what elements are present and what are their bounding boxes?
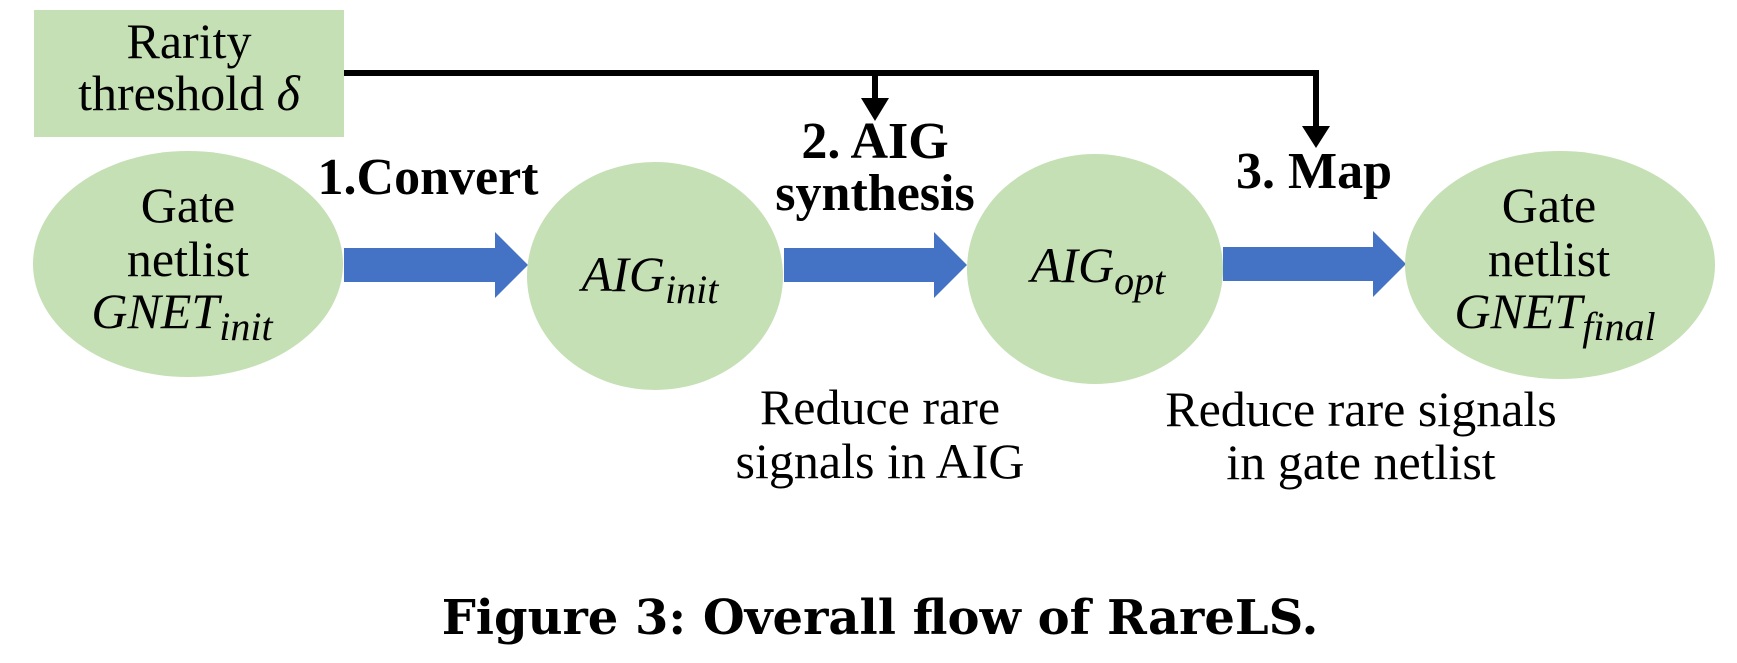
node-aig-init: AIGinit <box>527 162 783 390</box>
aig-opt-base: AIG <box>1028 237 1114 293</box>
node-aig-init-math: AIGinit <box>579 246 720 312</box>
arrowhead-to-synthesis <box>861 98 889 121</box>
threshold-main-line <box>344 70 1319 128</box>
node-gnet-final-line2: netlist <box>1488 231 1610 287</box>
node-gnet-init-shape <box>33 151 343 377</box>
flow-arrow-map <box>1223 231 1406 297</box>
threshold-box: Rarity threshold δ <box>34 10 344 137</box>
node-gnet-final-shape <box>1405 151 1715 379</box>
note-netlist-line1: Reduce rare signals <box>1165 381 1557 437</box>
step-map-label: 3. Map <box>1236 143 1392 200</box>
step-synthesis-line1: 2. AIG <box>801 113 948 170</box>
threshold-word: threshold <box>78 65 264 121</box>
note-netlist-line2: in gate netlist <box>1226 434 1495 490</box>
gnet-init-sub: init <box>219 304 273 349</box>
node-gnet-final: Gate netlist GNETfinal <box>1405 151 1715 379</box>
node-gnet-final-math: GNETfinal <box>1454 283 1655 349</box>
node-aig-opt-math: AIGopt <box>1028 237 1166 303</box>
gnet-init-base: GNET <box>91 283 222 339</box>
gnet-final-sub: final <box>1582 304 1655 349</box>
flow-arrow-synthesis <box>784 232 967 298</box>
aig-opt-sub: opt <box>1114 258 1166 303</box>
threshold-lines <box>344 70 1319 128</box>
flow-arrow-convert <box>344 232 528 298</box>
figure-caption: Figure 3: Overall flow of RareLS. <box>442 590 1319 646</box>
arrowhead-to-map <box>1302 126 1330 148</box>
node-gnet-init-line1: Gate <box>141 177 235 233</box>
node-aig-opt-shape <box>967 154 1223 384</box>
node-gnet-final-line1: Gate <box>1502 177 1596 233</box>
aig-init-sub: init <box>665 267 719 312</box>
node-aig-init-shape <box>527 162 783 390</box>
node-aig-opt: AIGopt <box>967 154 1223 384</box>
note-aig-line1: Reduce rare <box>760 379 1000 435</box>
threshold-line2: threshold δ <box>78 65 301 121</box>
node-gnet-init-math: GNETinit <box>91 283 273 349</box>
step-convert-label: 1.Convert <box>318 149 540 206</box>
threshold-line1: Rarity <box>127 13 252 69</box>
gnet-final-base: GNET <box>1454 283 1585 339</box>
node-gnet-init-line2: netlist <box>127 231 249 287</box>
aig-init-base: AIG <box>579 246 665 302</box>
delta-symbol: δ <box>277 65 301 121</box>
step-synthesis-line2: synthesis <box>775 165 974 222</box>
threshold-box-bg <box>34 10 344 137</box>
note-aig-line2: signals in AIG <box>736 433 1025 489</box>
node-gnet-init: Gate netlist GNETinit <box>33 151 343 377</box>
